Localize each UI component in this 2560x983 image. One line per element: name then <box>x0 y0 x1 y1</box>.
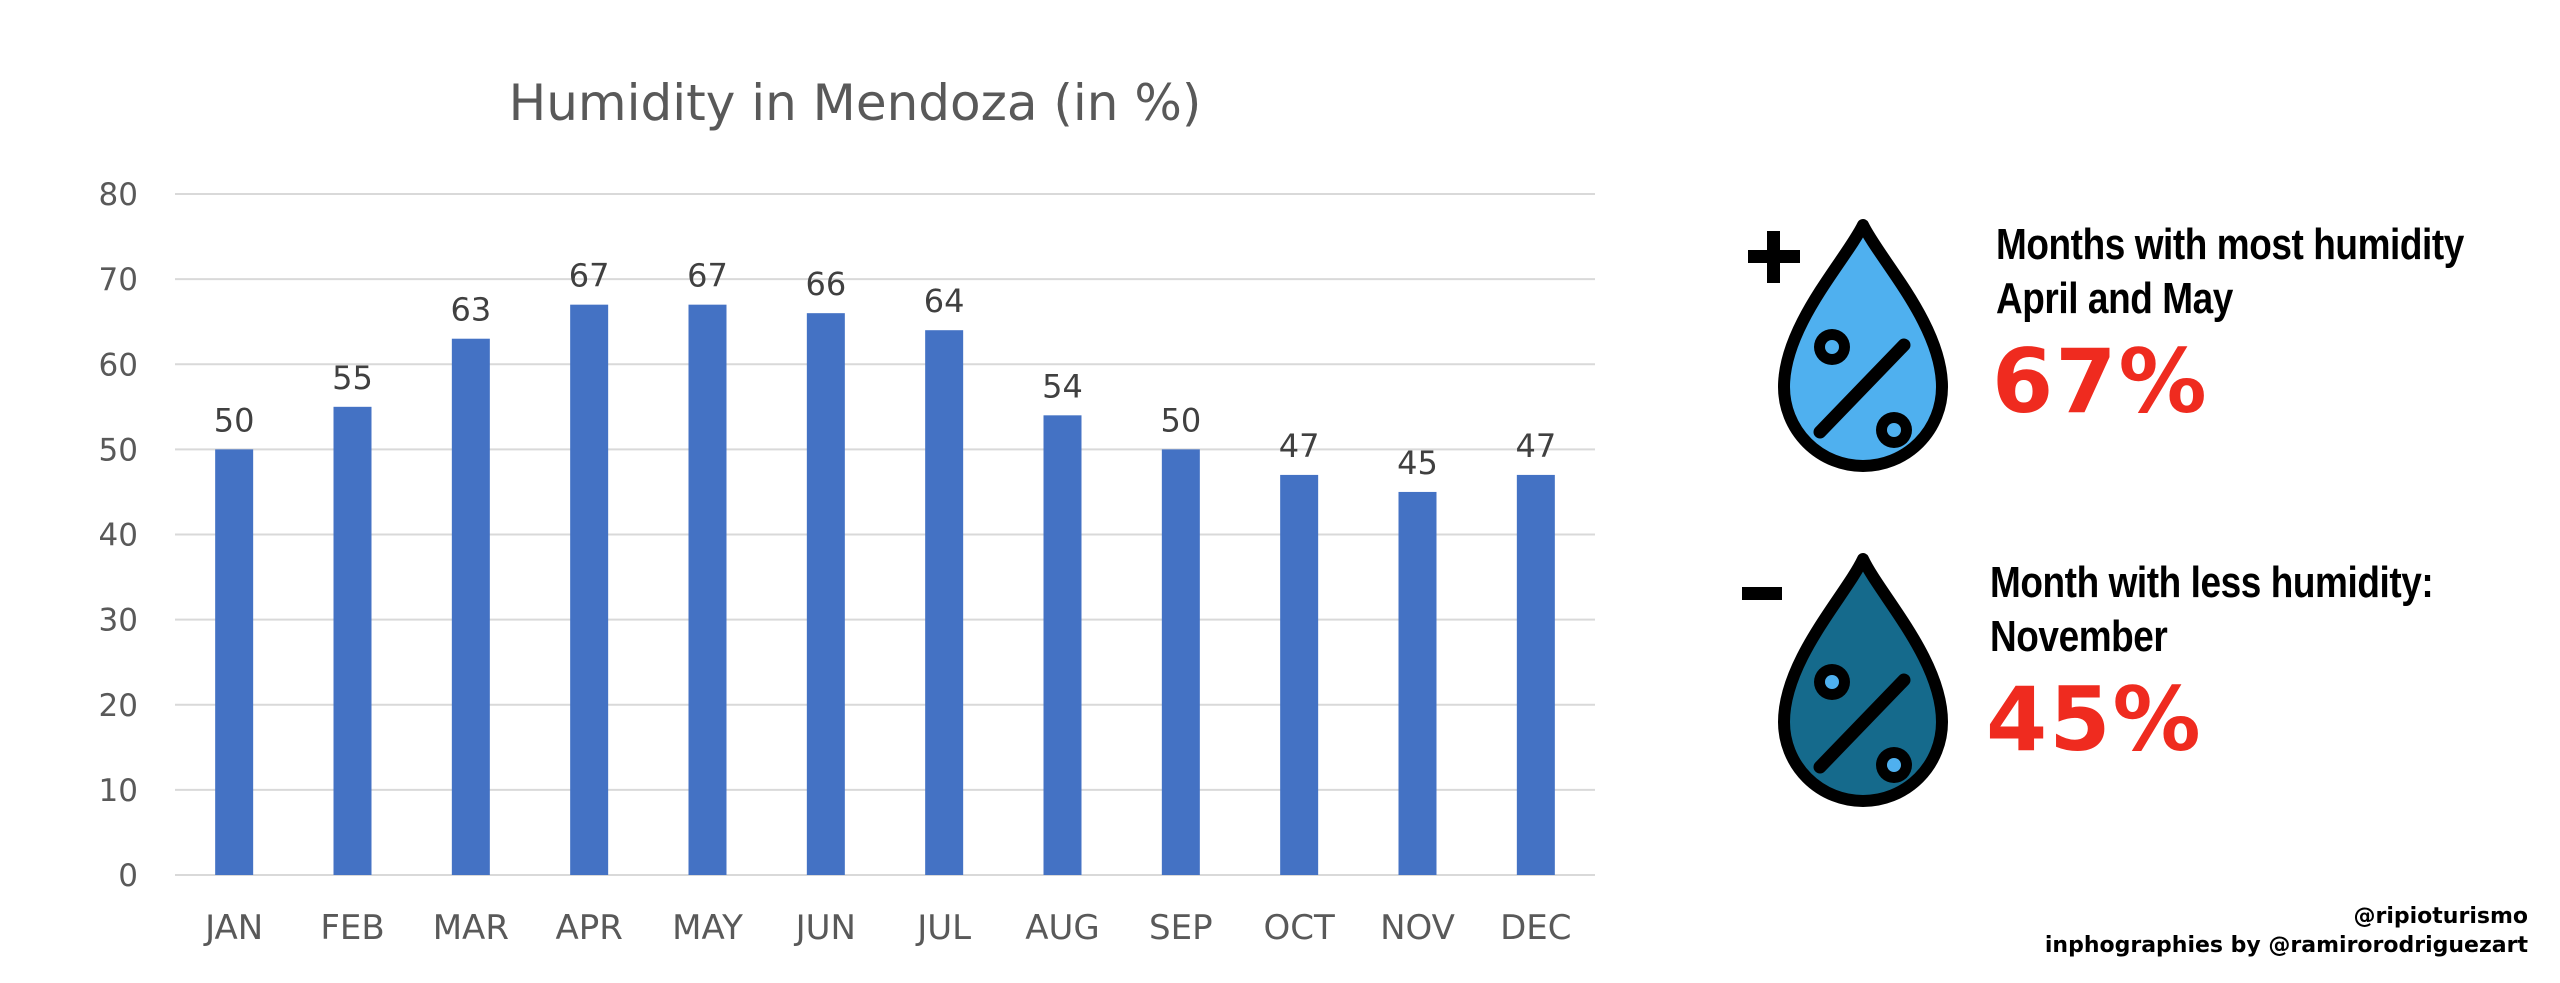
data-label-dec: 47 <box>1515 427 1556 465</box>
x-tick-label-sep: SEP <box>1149 908 1213 948</box>
bar-dec <box>1516 474 1555 875</box>
bar-aug <box>1043 415 1082 875</box>
data-label-mar: 63 <box>450 291 491 329</box>
percent-drop-icon <box>1748 219 1948 472</box>
percent-drop-icon <box>1742 553 1948 807</box>
data-label-nov: 45 <box>1397 444 1438 482</box>
x-tick-label-jan: JAN <box>203 908 263 948</box>
x-tick-label-nov: NOV <box>1380 908 1455 948</box>
chart-bars <box>215 304 1555 876</box>
minus-sign-icon <box>1742 587 1782 600</box>
y-tick-label: 50 <box>99 432 138 468</box>
x-tick-label-apr: APR <box>555 908 622 948</box>
x-tick-label-dec: DEC <box>1500 908 1571 948</box>
drop-shape <box>1778 553 1948 807</box>
x-tick-label-may: MAY <box>672 908 743 948</box>
chart-title: Humidity in Mendoza (in %) <box>509 74 1202 132</box>
most-humidity-heading-line2: April and May <box>1996 274 2233 323</box>
most-humidity-value: 67% <box>1992 330 2209 433</box>
y-axis-tick-labels: 0 10 20 30 40 50 60 70 80 <box>99 177 138 894</box>
humidity-bar-chart: Humidity in Mendoza (in %) 0 10 20 30 40 50 60… <box>99 74 1595 948</box>
credits-author: inphographies by @ramirorodriguezart <box>2044 933 2528 958</box>
y-tick-label: 20 <box>99 688 138 724</box>
y-tick-label: 40 <box>99 518 138 554</box>
bar-jun <box>806 313 845 875</box>
data-label-apr: 67 <box>569 257 610 295</box>
bar-feb <box>333 406 372 875</box>
x-tick-label-mar: MAR <box>433 908 509 948</box>
y-tick-label: 10 <box>99 773 138 809</box>
bar-jan <box>215 449 254 875</box>
data-label-may: 67 <box>687 257 728 295</box>
x-axis-tick-labels: JAN FEB MAR APR MAY JUN JUL AUG SEP OCT NOV DEC <box>203 908 1571 948</box>
data-label-jan: 50 <box>214 401 255 439</box>
bar-mar <box>451 338 490 875</box>
data-label-feb: 55 <box>332 359 373 397</box>
bar-jul <box>925 330 964 875</box>
y-tick-label: 60 <box>99 347 138 383</box>
least-humidity-heading-line1: Month with less humidity: <box>1990 558 2434 607</box>
data-label-oct: 47 <box>1279 427 1320 465</box>
chart-data-labels: 50 55 63 67 67 66 64 54 50 47 45 47 <box>214 257 1556 482</box>
bar-may <box>688 304 727 876</box>
y-tick-label: 80 <box>99 177 138 213</box>
bar-nov <box>1398 491 1437 875</box>
x-tick-label-oct: OCT <box>1264 908 1336 948</box>
least-humidity-value: 45% <box>1986 668 2203 771</box>
percent-symbol <box>1813 329 1912 448</box>
plus-sign-icon <box>1748 231 1800 283</box>
data-label-sep: 50 <box>1160 401 1201 439</box>
x-tick-label-feb: FEB <box>320 908 384 948</box>
x-tick-label-aug: AUG <box>1025 908 1100 948</box>
data-label-jun: 66 <box>805 265 846 303</box>
y-tick-label: 30 <box>99 603 138 639</box>
credits-handle: @ripioturismo <box>2353 904 2529 929</box>
least-humidity-heading-line2: November <box>1990 612 2168 661</box>
x-tick-label-jul: JUL <box>915 908 971 948</box>
most-humidity-heading-line1: Months with most humidity <box>1996 220 2464 269</box>
percent-symbol <box>1813 664 1912 783</box>
x-tick-label-jun: JUN <box>794 908 856 948</box>
data-label-aug: 54 <box>1042 367 1083 405</box>
data-label-jul: 64 <box>924 282 965 320</box>
bar-apr <box>570 304 609 876</box>
bar-sep <box>1161 449 1200 875</box>
drop-shape <box>1778 219 1948 472</box>
chart-gridlines <box>175 193 1595 876</box>
bar-oct <box>1280 474 1319 875</box>
y-tick-label: 0 <box>118 858 138 894</box>
y-tick-label: 70 <box>99 262 138 298</box>
